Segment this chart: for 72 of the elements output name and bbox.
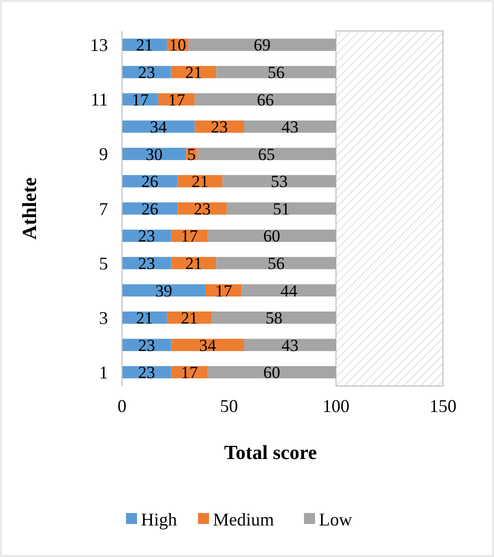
- data-label: 30: [146, 144, 163, 164]
- bar: [166, 312, 212, 324]
- data-label: 44: [280, 281, 298, 300]
- data-label: 43: [281, 336, 298, 355]
- legend-label: Low: [319, 509, 352, 530]
- data-label: 23: [138, 63, 156, 82]
- y-tick-label: 1: [99, 362, 108, 383]
- x-tick-label: 0: [118, 396, 126, 416]
- data-label: 23: [194, 199, 211, 218]
- data-label: 21: [192, 172, 209, 192]
- data-label: 17: [215, 281, 233, 300]
- data-label: 10: [169, 36, 186, 55]
- data-label: 23: [138, 336, 156, 355]
- data-label: 21: [185, 63, 202, 82]
- legend-label: High: [141, 509, 177, 530]
- data-label: 26: [141, 172, 158, 192]
- bar: [216, 66, 336, 78]
- data-label: 21: [136, 36, 153, 55]
- data-label: 60: [263, 363, 280, 382]
- data-label: 23: [210, 118, 228, 137]
- data-label: 17: [180, 226, 198, 246]
- y-tick-label: 9: [99, 144, 108, 164]
- data-label: 69: [254, 36, 271, 55]
- data-label: 60: [263, 226, 280, 246]
- y-tick-label: 11: [90, 90, 108, 110]
- bar: [194, 93, 336, 106]
- x-axis-title: Total score: [224, 442, 318, 464]
- data-label: 66: [256, 90, 274, 110]
- bar: [242, 284, 336, 296]
- data-label: 53: [270, 172, 288, 192]
- data-label: 5: [187, 144, 196, 164]
- data-label: 34: [150, 118, 168, 137]
- bar: [208, 230, 336, 242]
- y-axis-title: Athlete: [19, 177, 41, 240]
- data-label: 51: [272, 199, 290, 218]
- bar: [122, 284, 206, 296]
- y-tick-label: 5: [99, 253, 108, 274]
- x-tick-label: 150: [430, 396, 456, 416]
- y-tick-label: 3: [99, 308, 108, 328]
- data-label: 23: [138, 226, 156, 246]
- bar: [244, 338, 336, 352]
- bar: [216, 256, 336, 270]
- bar: [226, 202, 336, 215]
- y-tick-label: 7: [99, 198, 108, 219]
- bar: [208, 366, 336, 378]
- x-tick-label: 50: [220, 396, 238, 416]
- data-label: 56: [268, 63, 285, 82]
- data-label: 23: [138, 363, 156, 382]
- data-label: 34: [199, 336, 217, 355]
- data-label: 43: [281, 118, 298, 137]
- data-label: 17: [180, 363, 198, 382]
- bar: [222, 175, 336, 188]
- data-label: 65: [258, 144, 275, 164]
- data-label: 56: [268, 254, 285, 274]
- bar: [188, 38, 336, 51]
- data-label: 21: [180, 308, 198, 328]
- legend-label: Medium: [213, 509, 274, 530]
- data-label: 58: [265, 308, 282, 328]
- bar: [212, 312, 336, 324]
- data-label: 17: [168, 90, 186, 110]
- y-tick-label: 13: [90, 35, 108, 56]
- bar: [244, 120, 336, 133]
- data-label: 39: [155, 281, 172, 300]
- x-tick-label: 100: [322, 396, 350, 416]
- data-label: 21: [136, 308, 153, 328]
- bar: [196, 148, 336, 160]
- bar: [122, 120, 195, 133]
- data-label: 26: [141, 199, 158, 218]
- data-label: 17: [132, 90, 150, 110]
- data-label: 21: [185, 254, 202, 274]
- data-label: 23: [138, 254, 156, 274]
- bar: [178, 175, 223, 188]
